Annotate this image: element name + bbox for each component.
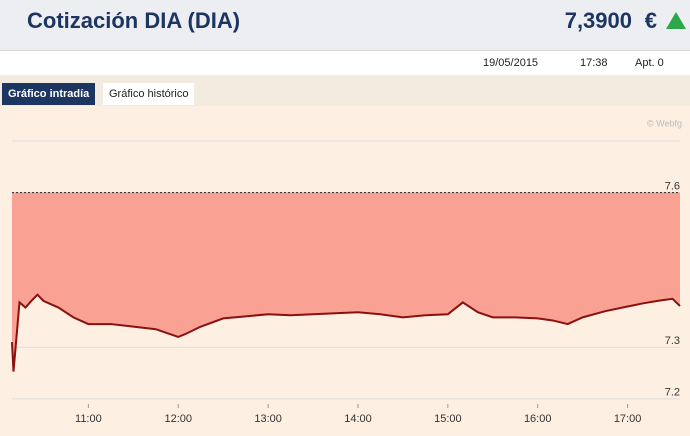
x-tick-label: 13:00 (254, 413, 282, 425)
price: 7,3900 (564, 8, 632, 33)
y-tick-label: 7.6 (665, 180, 680, 192)
area-fill (12, 192, 680, 372)
tabs: Gráfico intradía Gráfico histórico (0, 75, 690, 106)
time: 17:38 (580, 57, 608, 69)
date: 19/05/2015 (483, 57, 539, 69)
title: Cotización DIA (DIA) (27, 8, 241, 33)
x-tick-label: 11:00 (75, 413, 102, 425)
currency: € (644, 8, 657, 33)
x-tick-label: 12:00 (164, 413, 192, 425)
price-line (11, 293, 681, 372)
x-tick-label: 16:00 (524, 413, 552, 425)
info-row: 19/05/2015 17:38 Apt. 0 (0, 51, 690, 75)
x-tick-label: 17:00 (614, 413, 642, 425)
y-tick-label: 7.3 (665, 335, 680, 347)
apt: Apt. 0 (635, 57, 664, 69)
watermark: © Webfg (647, 118, 682, 128)
chart: © Webfg 7.27.37.47.57.611:0012:0013:0014… (0, 106, 690, 436)
x-tick-label: 14:00 (344, 413, 372, 425)
up-arrow (666, 12, 686, 29)
header: Cotización DIA (DIA) 7,3900 € (0, 0, 690, 51)
tab[interactable]: Gráfico histórico (103, 83, 195, 105)
x-tick-label: 15:00 (434, 413, 462, 425)
tab[interactable]: Gráfico intradía (2, 83, 96, 105)
y-tick-label: 7.2 (665, 387, 680, 399)
